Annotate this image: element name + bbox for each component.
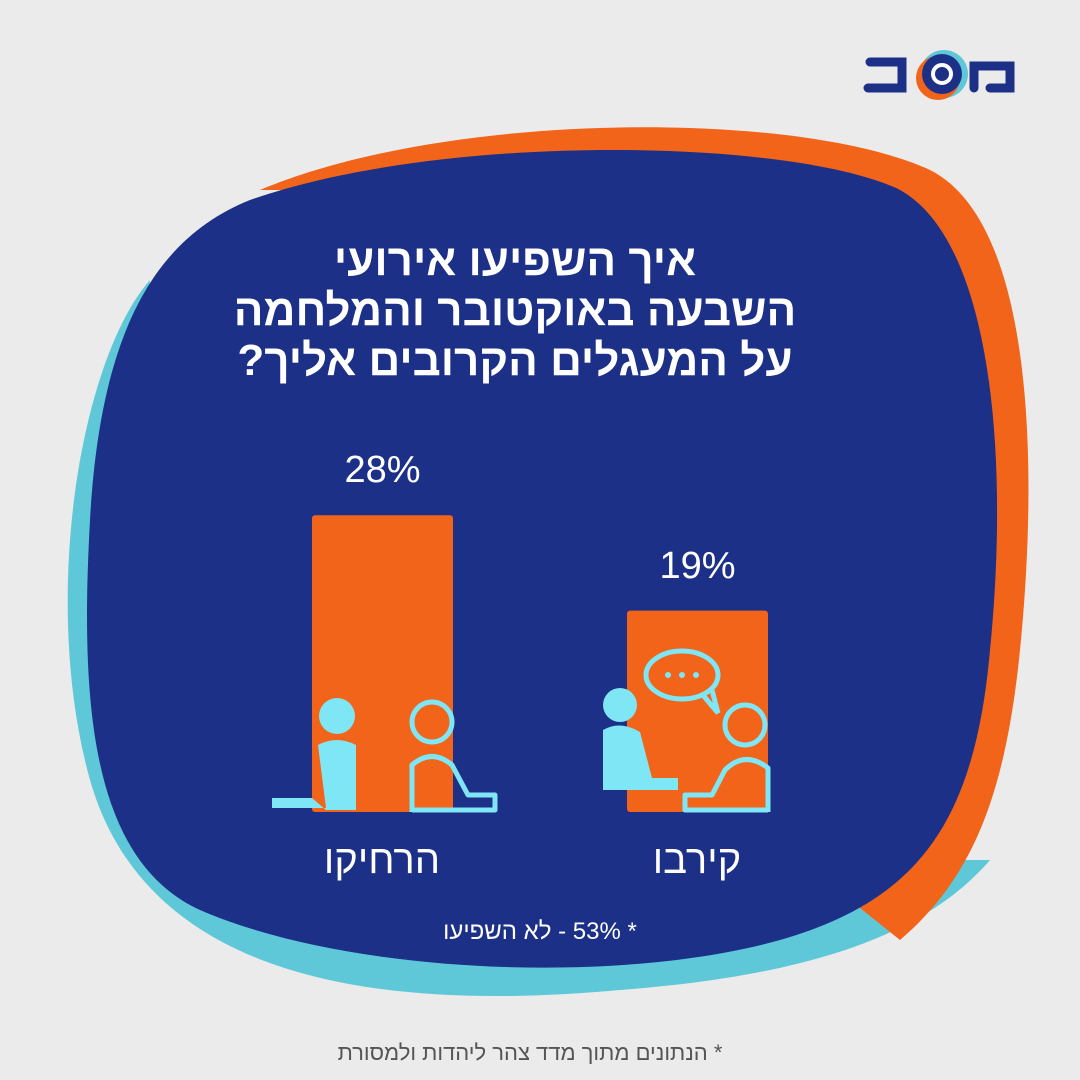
category-label-1: קירבו xyxy=(652,838,742,882)
orange-blob xyxy=(260,127,1029,941)
not-affected-note: * 53% - לא השפיעו xyxy=(443,918,637,945)
title-line: איך השפיעו אירועי xyxy=(333,236,697,285)
title-line: על המעגלים הקרובים אליך? xyxy=(237,336,793,385)
category-label-0: הרחיקו xyxy=(323,838,441,882)
value-label-0: 28% xyxy=(344,449,421,492)
people-sitting-apart-icon xyxy=(272,698,498,813)
people-talking-icon xyxy=(603,648,771,813)
title-line: השבעה באוקטובר והמלחמה xyxy=(233,286,797,335)
source-footer: * הנתונים מתוך מדד צהר ליהדות ולמסורת xyxy=(337,1040,723,1065)
value-label-1: 19% xyxy=(659,544,736,587)
chart-title: איך השפיעו אירועי השבעה באוקטובר והמלחמה… xyxy=(200,236,830,386)
mashav-logo xyxy=(863,50,1015,100)
